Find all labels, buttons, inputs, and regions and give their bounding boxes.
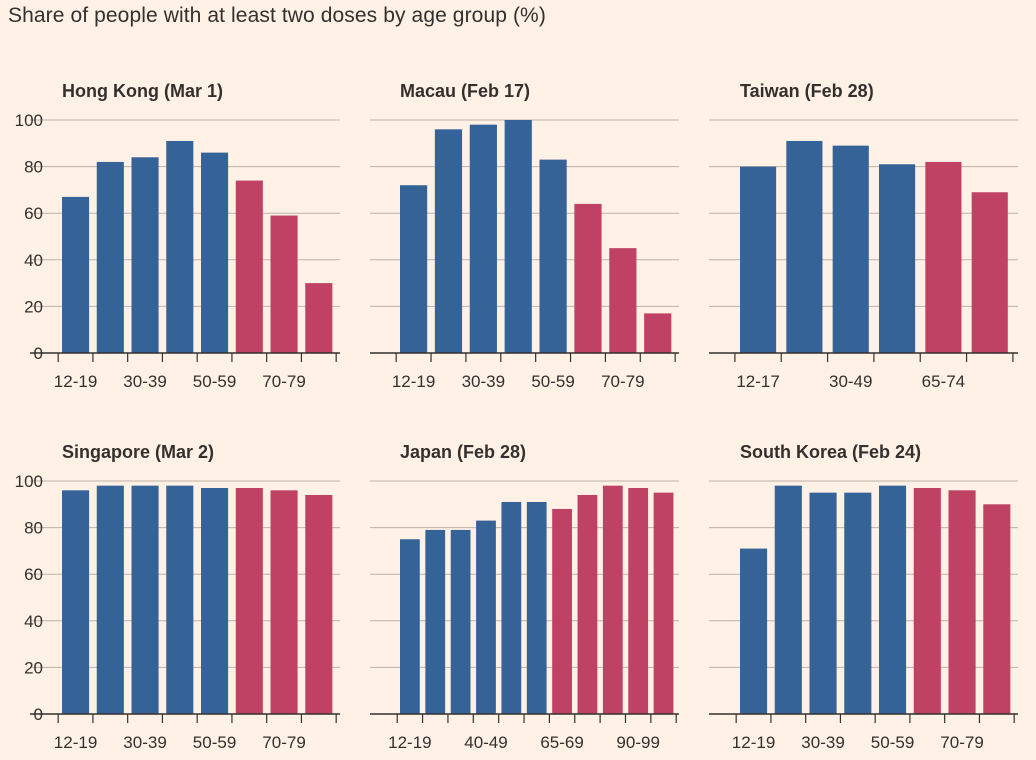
panel-title: Macau (Feb 17) xyxy=(400,81,530,101)
bar-50-59 xyxy=(501,501,522,714)
y-tick-label: 60 xyxy=(24,204,43,223)
chart-panel-3: Taiwan (Feb 28) 12-17 30-49 65-74 xyxy=(709,81,1018,391)
y-tick-label: 60 xyxy=(24,565,43,584)
bar-40-49 xyxy=(504,120,532,353)
bar-80+ xyxy=(644,313,672,353)
x-tick-label: 12-19 xyxy=(54,372,97,391)
x-tick-label: 50-59 xyxy=(531,372,574,391)
x-tick-label: 30-39 xyxy=(462,372,505,391)
bar-12-19 xyxy=(62,196,90,353)
bar-65-74 xyxy=(925,161,962,353)
x-tick-label: 90-99 xyxy=(616,733,659,752)
bar-50-59 xyxy=(879,485,907,714)
bar-50-64 xyxy=(879,164,916,353)
y-tick-label: 40 xyxy=(24,251,43,270)
bar-40-49 xyxy=(166,140,194,353)
bar-30-49 xyxy=(832,145,869,353)
chart-panel-1: Hong Kong (Mar 1)02040608010012-1930-395… xyxy=(15,81,340,391)
bar-40-49 xyxy=(166,485,194,714)
bar-80+ xyxy=(983,504,1011,714)
chart-panel-5: Japan (Feb 28) 12-19 40-49 65-69 90-99 xyxy=(370,442,679,752)
y-tick-label: 100 xyxy=(15,111,43,130)
panel-title: Hong Kong (Mar 1) xyxy=(62,81,223,101)
bar-70-79 xyxy=(609,248,637,353)
bar-20-29 xyxy=(425,529,446,714)
bar-75+ xyxy=(971,192,1008,353)
y-tick-label: 80 xyxy=(24,158,43,177)
chart-panel-6: South Korea (Feb 24) 12-19 30-39 50-59 70-79 xyxy=(709,442,1018,752)
bar-50-59 xyxy=(201,487,229,714)
y-tick-label: 40 xyxy=(24,612,43,631)
x-tick-label: 30-39 xyxy=(801,733,844,752)
y-tick-label: 20 xyxy=(24,658,43,677)
bar-70-79 xyxy=(270,215,298,353)
bar-80+ xyxy=(305,283,333,353)
x-tick-label: 65-69 xyxy=(540,733,583,752)
bar-30-39 xyxy=(469,124,497,353)
bar-90-99 xyxy=(628,487,649,714)
bar-40-49 xyxy=(844,492,872,714)
x-tick-label: 70-79 xyxy=(262,372,305,391)
bar-70-79 xyxy=(270,490,298,714)
bar-70-79 xyxy=(948,490,976,714)
bar-12-19 xyxy=(740,548,768,714)
bar-20-29 xyxy=(96,161,124,353)
chart-panel-4: Singapore (Mar 2)02040608010012-1930-395… xyxy=(15,442,340,752)
bar-60-69 xyxy=(235,487,263,714)
bar-30-39 xyxy=(131,485,159,714)
x-tick-label: 40-49 xyxy=(464,733,507,752)
bar-20-29 xyxy=(96,485,124,714)
bar-12-17 xyxy=(740,166,777,353)
bar-60-69 xyxy=(235,180,263,353)
bar-30-39 xyxy=(450,529,471,714)
panel-title: Taiwan (Feb 28) xyxy=(740,81,874,101)
x-tick-label: 50-59 xyxy=(193,372,236,391)
x-tick-label: 30-39 xyxy=(123,733,166,752)
x-tick-label: 12-19 xyxy=(732,733,775,752)
y-tick-label: 80 xyxy=(24,519,43,538)
bar-50-59 xyxy=(539,159,567,353)
bar-18-29 xyxy=(786,140,823,353)
bar-70-79 xyxy=(577,494,598,714)
bar-12-19 xyxy=(62,490,90,714)
bar-80+ xyxy=(305,494,333,714)
bar-65-69 xyxy=(552,508,572,714)
x-tick-label: 12-17 xyxy=(736,372,779,391)
bar-30-39 xyxy=(131,157,159,353)
bar-30-39 xyxy=(809,492,837,714)
x-tick-label: 50-59 xyxy=(193,733,236,752)
bar-60-69 xyxy=(913,487,941,714)
bar-100+ xyxy=(653,492,674,714)
page-title: Share of people with at least two doses … xyxy=(8,4,546,27)
bar-80-89 xyxy=(602,485,623,714)
x-tick-label: 65-74 xyxy=(922,372,965,391)
bar-12-19 xyxy=(400,185,428,353)
chart-panel-2: Macau (Feb 17) 12-19 30-39 50-59 70-79 xyxy=(370,81,679,391)
bar-60-69 xyxy=(574,203,602,353)
x-tick-label: 50-59 xyxy=(871,733,914,752)
bar-12-19 xyxy=(400,539,420,714)
x-tick-label: 30-49 xyxy=(829,372,872,391)
panel-title: Japan (Feb 28) xyxy=(400,442,526,462)
x-tick-label: 12-19 xyxy=(54,733,97,752)
bar-50-59 xyxy=(201,152,229,353)
y-tick-label: 20 xyxy=(24,297,43,316)
y-tick-label: 100 xyxy=(15,472,43,491)
x-tick-label: 70-79 xyxy=(601,372,644,391)
panel-title: Singapore (Mar 2) xyxy=(62,442,214,462)
x-tick-label: 12-19 xyxy=(388,733,431,752)
bar-20-29 xyxy=(434,129,463,353)
x-tick-label: 70-79 xyxy=(262,733,305,752)
bar-60-64 xyxy=(526,501,547,714)
panel-title: South Korea (Feb 24) xyxy=(740,442,921,462)
bar-40-49 xyxy=(476,520,496,714)
x-tick-label: 12-19 xyxy=(392,372,435,391)
x-tick-label: 70-79 xyxy=(940,733,983,752)
x-tick-label: 30-39 xyxy=(123,372,166,391)
bar-20-29 xyxy=(774,485,802,714)
